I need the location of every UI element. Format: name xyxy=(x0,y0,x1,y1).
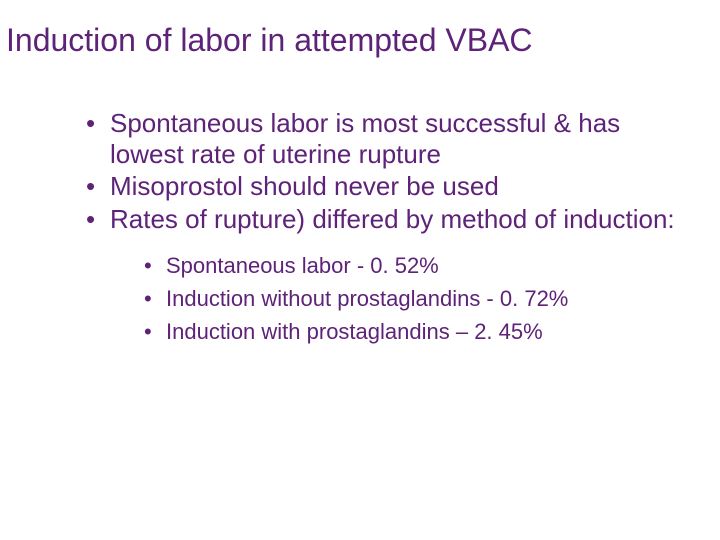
sub-bullet-item: Induction with prostaglandins – 2. 45% xyxy=(140,315,680,348)
sub-bullet-list: Spontaneous labor - 0. 52% Induction wit… xyxy=(140,249,680,348)
sub-bullet-item: Spontaneous labor - 0. 52% xyxy=(140,249,680,282)
bullet-item: Misoprostol should never be used xyxy=(80,171,680,202)
slide-title: Induction of labor in attempted VBAC xyxy=(6,22,533,59)
bullet-text: Rates of rupture) differed by method of … xyxy=(110,204,675,234)
bullet-item: Spontaneous labor is most successful & h… xyxy=(80,108,680,169)
slide: Induction of labor in attempted VBAC Spo… xyxy=(0,0,720,540)
bullet-item: Rates of rupture) differed by method of … xyxy=(80,204,680,348)
sub-bullet-item: Induction without prostaglandins - 0. 72… xyxy=(140,282,680,315)
slide-body: Spontaneous labor is most successful & h… xyxy=(80,108,680,350)
bullet-list: Spontaneous labor is most successful & h… xyxy=(80,108,680,348)
